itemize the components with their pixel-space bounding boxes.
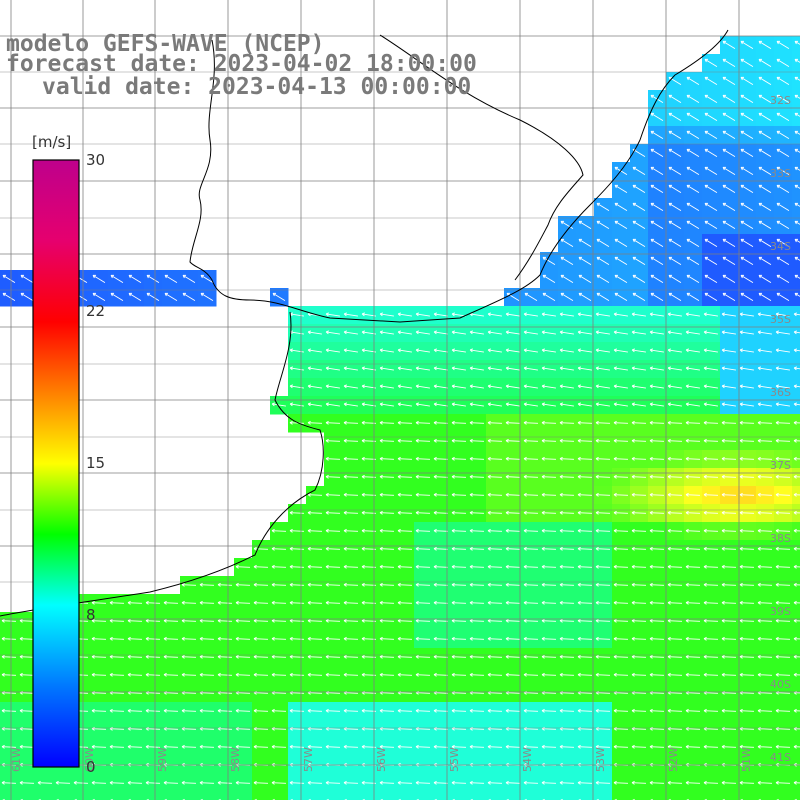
colorbar-tick-22: 22: [86, 302, 106, 320]
colorbar-tick-15: 15: [86, 454, 106, 472]
lat-label: 35S: [770, 313, 791, 326]
lon-label: 52W: [667, 747, 680, 772]
lon-label: 56W: [375, 747, 388, 772]
lat-label: 41S: [770, 751, 791, 764]
lat-label: 34S: [770, 240, 791, 253]
wind-speed-field: [0, 36, 800, 800]
valid-date: valid date: 2023-04-13 00:00:00: [42, 74, 472, 100]
colorbar-unit: [m/s]: [32, 133, 72, 151]
lon-label: 61W: [10, 747, 23, 772]
wind-arrows: [1, 40, 800, 800]
lon-label: 51W: [740, 747, 753, 772]
lat-label: 33S: [770, 167, 791, 180]
longitude-labels: 61W 60W 59W 58W 57W 56W 55W 54W 53W 52W 51W: [10, 747, 753, 772]
lat-label: 38S: [770, 532, 791, 545]
lon-label: 60W: [83, 747, 96, 772]
lat-label: 40S: [770, 678, 791, 691]
lon-label: 53W: [594, 747, 607, 772]
colorbar-tick-8: 8: [86, 606, 96, 624]
lon-label: 54W: [521, 747, 534, 772]
lon-label: 58W: [229, 747, 242, 772]
colorbar-tick-30: 30: [86, 151, 106, 169]
colorbar-tick-0: 0: [86, 758, 96, 776]
lon-label: 57W: [302, 747, 315, 772]
colorbar-gradient: [32, 159, 80, 768]
lat-label: 36S: [770, 386, 791, 399]
model-title: modelo GEFS-WAVE (NCEP): [6, 31, 325, 57]
lat-label: 37S: [770, 459, 791, 472]
latitude-labels: 32S 33S 34S 35S 36S 37S 38S 39S 40S 41S: [770, 94, 791, 764]
colorbar: [32, 159, 80, 768]
lon-label: 55W: [448, 747, 461, 772]
lat-label: 39S: [770, 605, 791, 618]
coastline: [0, 29, 729, 617]
lat-label: 32S: [770, 94, 791, 107]
forecast-date: forecast date: 2023-04-02 18:00:00: [6, 51, 477, 77]
lon-label: 59W: [156, 747, 169, 772]
